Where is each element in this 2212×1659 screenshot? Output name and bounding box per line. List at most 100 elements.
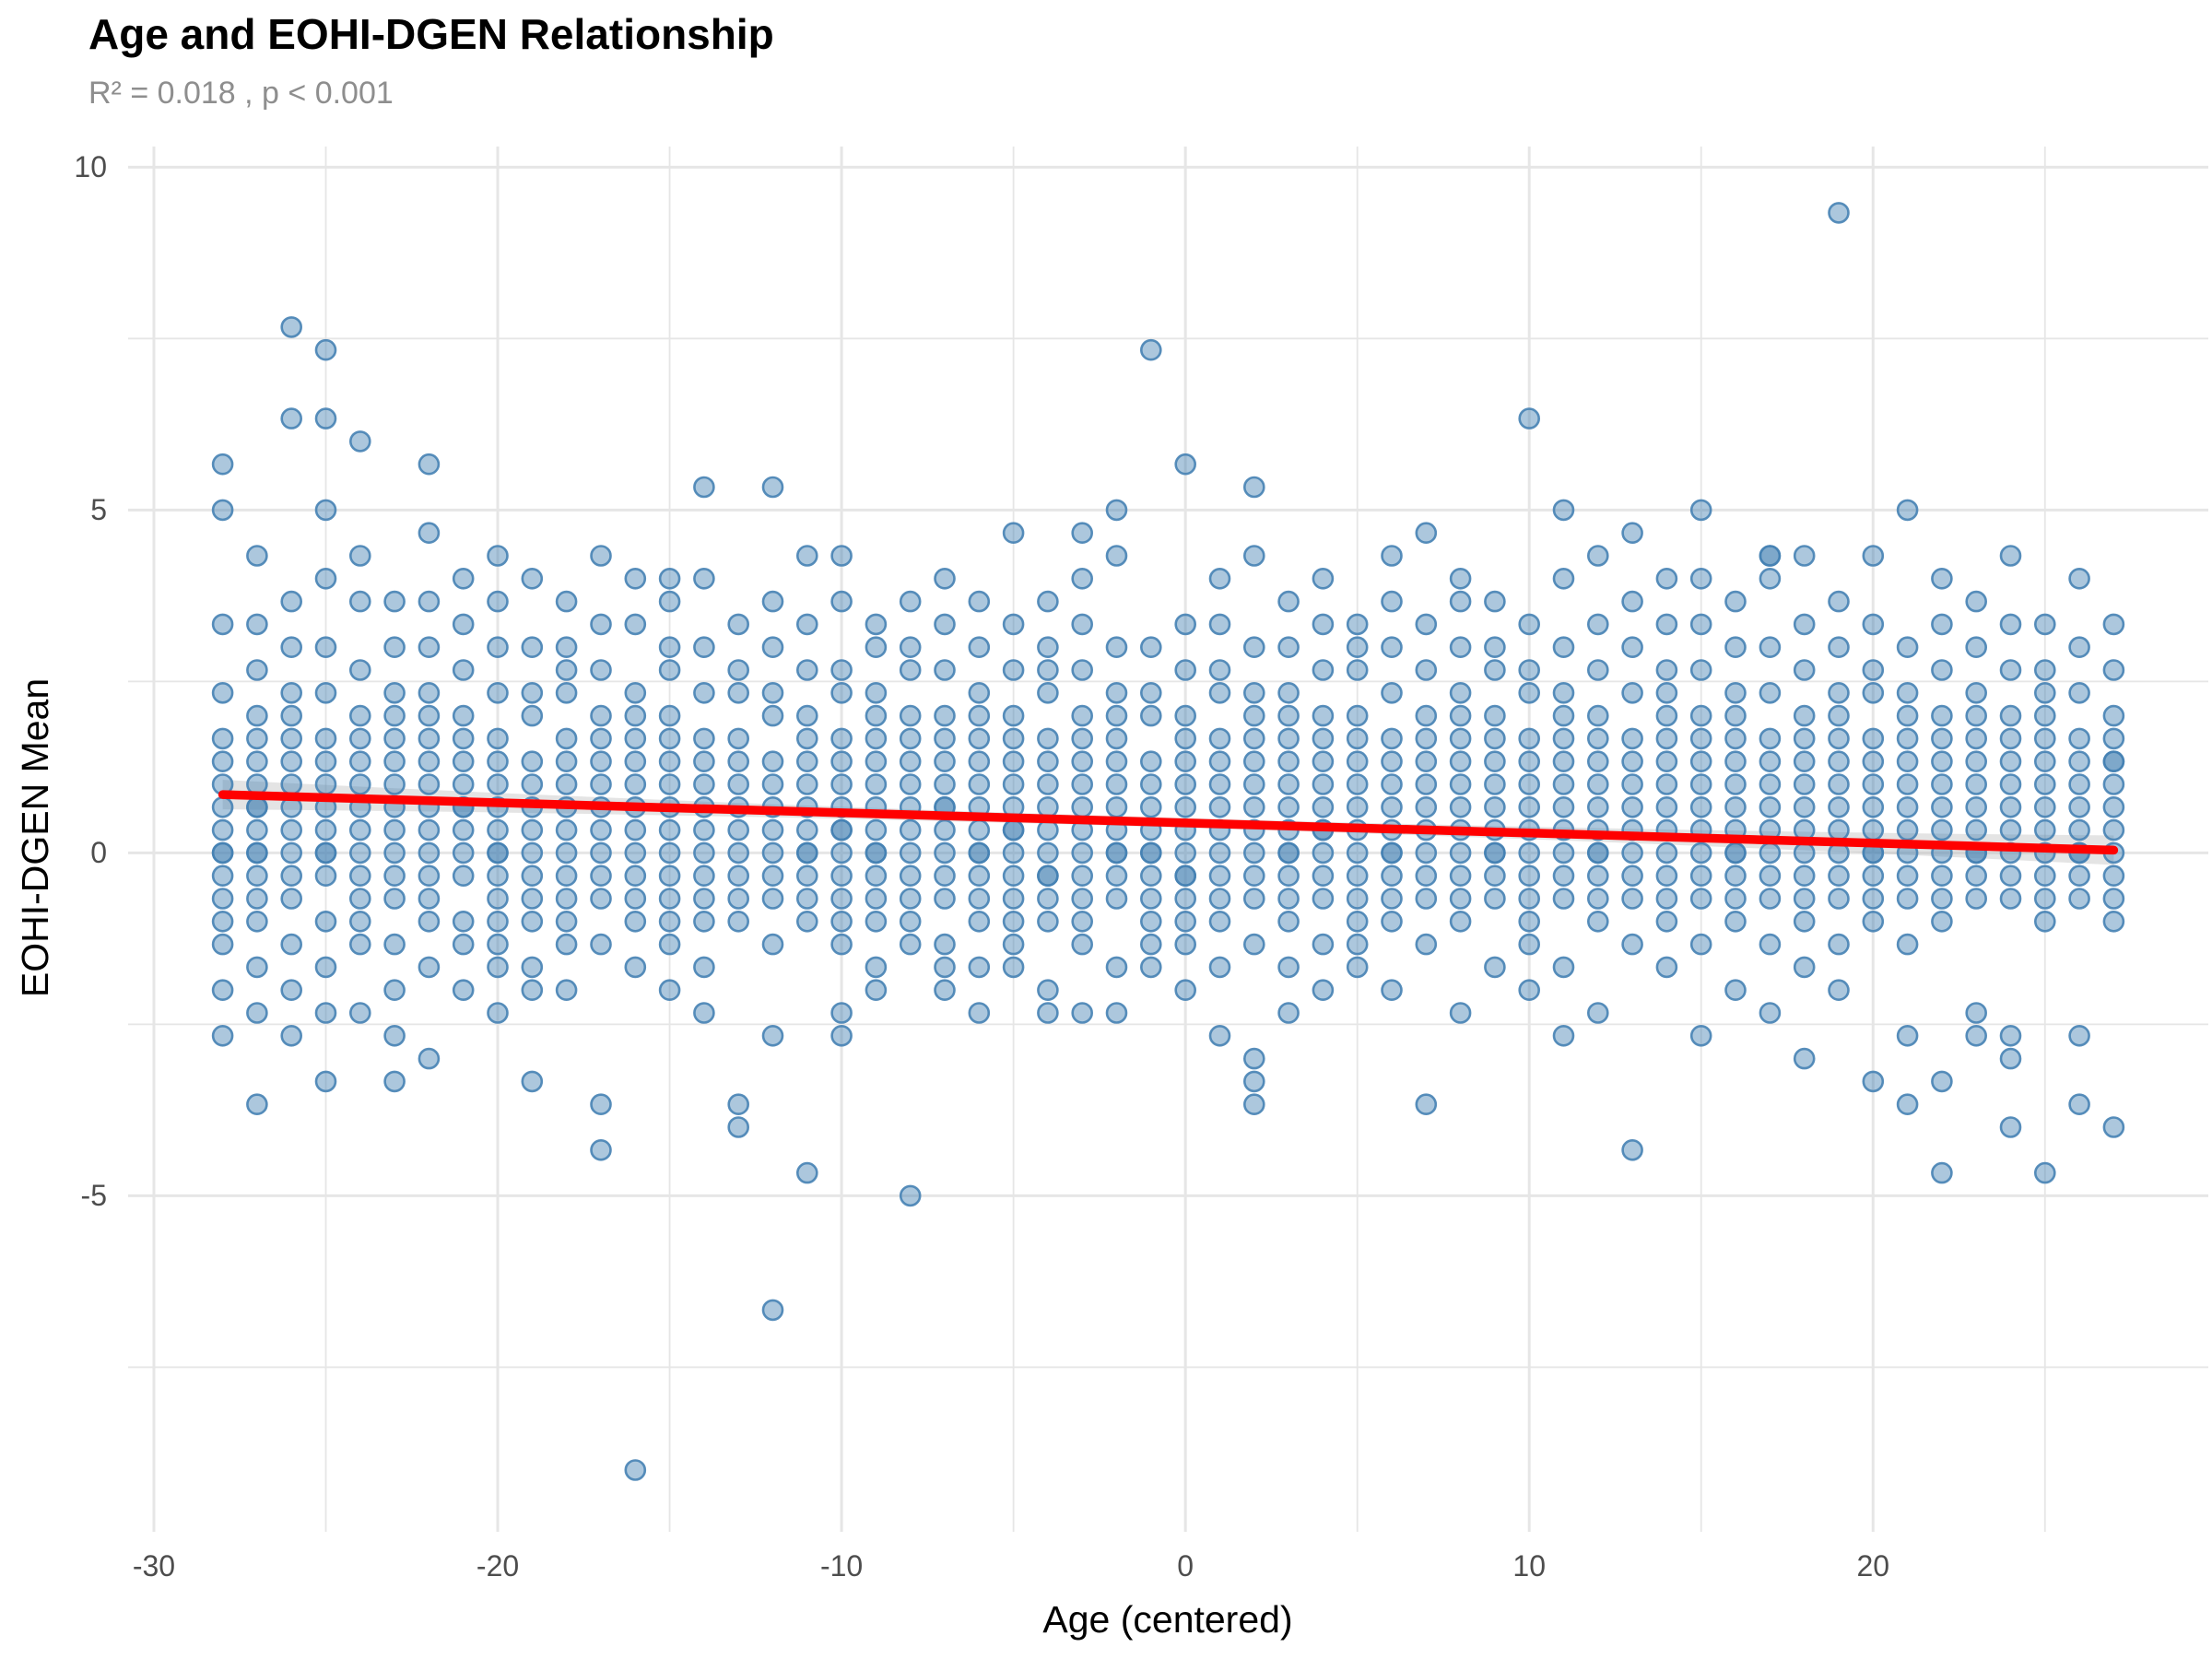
scatter-point xyxy=(452,818,475,841)
scatter-point xyxy=(865,636,888,659)
scatter-point xyxy=(211,1025,234,1047)
scatter-point xyxy=(968,818,991,841)
scatter-point xyxy=(899,865,922,888)
scatter-point xyxy=(280,590,303,613)
scatter-point xyxy=(2034,865,2056,888)
scatter-point xyxy=(590,773,612,795)
scatter-point xyxy=(418,636,441,659)
scatter-point xyxy=(1552,567,1575,590)
scatter-point xyxy=(1174,910,1196,933)
scatter-point xyxy=(1208,727,1231,750)
scatter-point xyxy=(1277,956,1300,979)
scatter-point xyxy=(211,910,234,933)
scatter-point xyxy=(487,888,509,910)
scatter-point xyxy=(727,659,750,681)
x-tick-label: 20 xyxy=(1856,1549,1890,1583)
scatter-point xyxy=(2034,910,2056,933)
scatter-point xyxy=(383,979,406,1001)
scatter-point xyxy=(555,590,578,613)
scatter-point xyxy=(521,956,544,979)
scatter-point xyxy=(865,704,888,727)
y-tick-label: 10 xyxy=(74,150,107,184)
scatter-point xyxy=(1862,613,1885,636)
scatter-point xyxy=(865,888,888,910)
scatter-point xyxy=(1381,979,1403,1001)
scatter-point xyxy=(830,1025,853,1047)
scatter-point xyxy=(383,704,406,727)
scatter-point xyxy=(1381,727,1403,750)
scatter-point xyxy=(968,865,991,888)
scatter-point xyxy=(1140,865,1162,888)
scatter-point xyxy=(1759,636,1782,659)
scatter-point xyxy=(1793,910,1816,933)
scatter-point xyxy=(1689,750,1712,773)
scatter-point xyxy=(1208,910,1231,933)
scatter-point xyxy=(1862,818,1885,841)
scatter-point xyxy=(1243,476,1265,499)
scatter-point xyxy=(1037,636,1059,659)
scatter-point xyxy=(761,750,784,773)
scatter-point xyxy=(1381,590,1403,613)
scatter-point xyxy=(1862,865,1885,888)
scatter-point xyxy=(1449,636,1472,659)
scatter-point xyxy=(830,933,853,956)
scatter-point xyxy=(246,888,268,910)
scatter-point xyxy=(1415,727,1438,750)
scatter-point xyxy=(452,841,475,865)
scatter-point xyxy=(1931,888,1953,910)
scatter-point xyxy=(1759,750,1782,773)
scatter-point xyxy=(899,659,922,681)
scatter-point xyxy=(280,727,303,750)
scatter-point xyxy=(246,795,268,818)
scatter-point xyxy=(314,407,337,429)
scatter-point xyxy=(418,773,441,795)
scatter-point xyxy=(348,841,371,865)
scatter-point xyxy=(1931,773,1953,795)
scatter-point xyxy=(934,841,956,865)
scatter-point xyxy=(314,818,337,841)
scatter-point xyxy=(1724,979,1747,1001)
scatter-point xyxy=(314,338,337,361)
scatter-point xyxy=(590,659,612,681)
scatter-point xyxy=(590,841,612,865)
scatter-point xyxy=(1105,704,1128,727)
scatter-point xyxy=(2034,818,2056,841)
scatter-point xyxy=(1243,636,1265,659)
scatter-point xyxy=(1071,704,1093,727)
scatter-point xyxy=(1312,567,1335,590)
scatter-point xyxy=(968,956,991,979)
scatter-point xyxy=(1071,865,1093,888)
scatter-point xyxy=(1896,727,1919,750)
scatter-point xyxy=(211,727,234,750)
scatter-point xyxy=(1552,956,1575,979)
scatter-point xyxy=(590,750,612,773)
scatter-point xyxy=(624,727,647,750)
scatter-point xyxy=(1105,1002,1128,1024)
scatter-point xyxy=(211,888,234,910)
scatter-point xyxy=(968,590,991,613)
scatter-point xyxy=(590,888,612,910)
scatter-point xyxy=(1655,613,1678,636)
scatter-point xyxy=(2102,865,2125,888)
scatter-point xyxy=(1381,841,1403,865)
y-tick-label: 0 xyxy=(90,836,107,870)
scatter-point xyxy=(1208,841,1231,865)
scatter-point xyxy=(865,750,888,773)
scatter-point xyxy=(1174,888,1196,910)
scatter-point xyxy=(418,910,441,933)
scatter-point xyxy=(280,407,303,429)
scatter-point xyxy=(1965,1025,1987,1047)
scatter-point xyxy=(1415,613,1438,636)
scatter-point xyxy=(693,865,715,888)
scatter-point xyxy=(1208,888,1231,910)
scatter-point xyxy=(1828,636,1850,659)
scatter-point xyxy=(590,933,612,956)
scatter-point xyxy=(1037,750,1059,773)
scatter-point xyxy=(1208,795,1231,818)
scatter-point xyxy=(1552,865,1575,888)
scatter-point xyxy=(2034,681,2056,704)
scatter-point xyxy=(1552,704,1575,727)
scatter-point xyxy=(487,818,509,841)
scatter-point xyxy=(1965,865,1987,888)
scatter-point xyxy=(1828,818,1850,841)
